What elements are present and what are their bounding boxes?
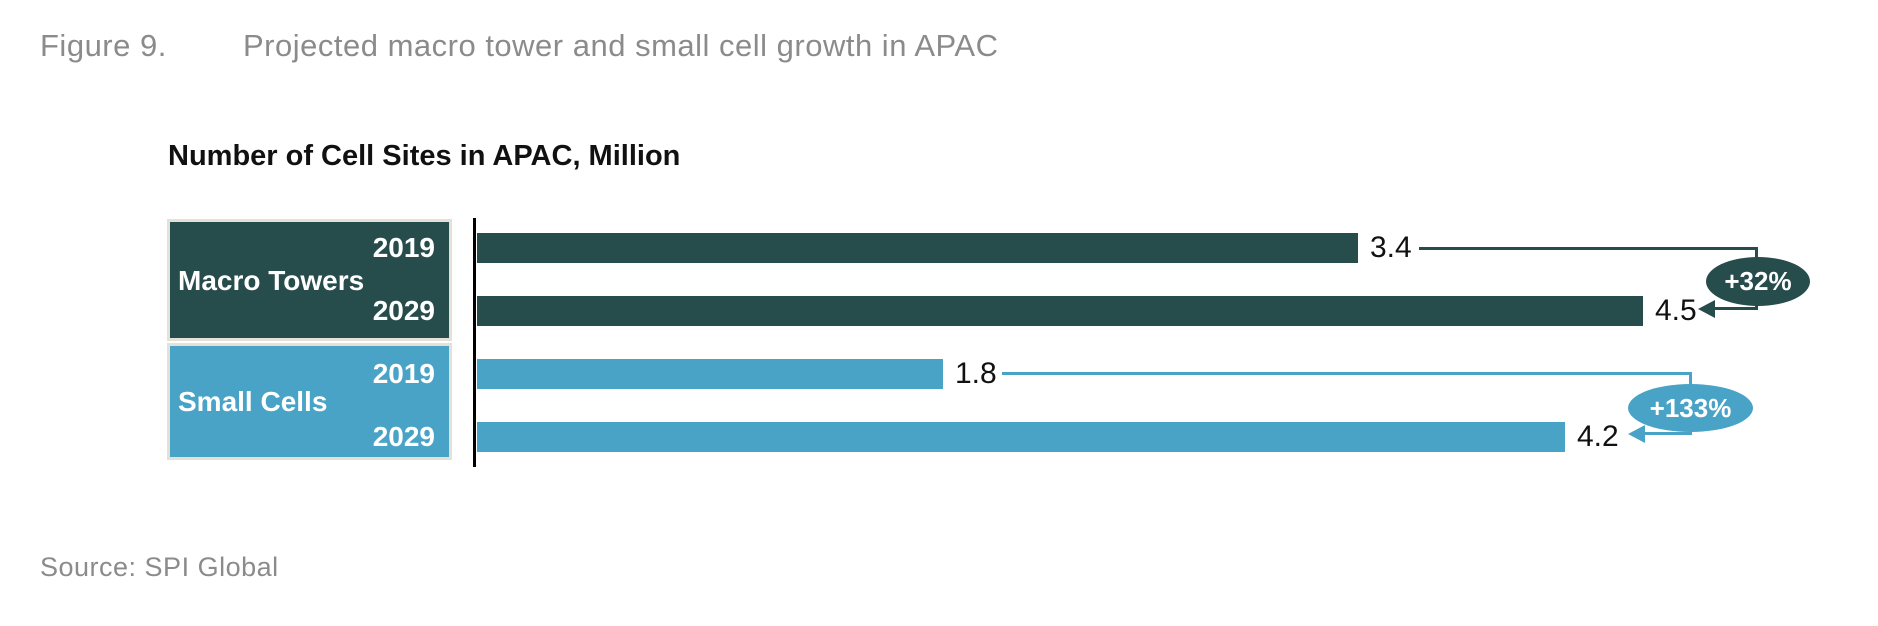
figure-number: Figure 9. — [40, 28, 167, 63]
year-label: 2019 — [372, 232, 435, 263]
category-box-small-cells: 2019 Small Cells 2029 — [167, 343, 452, 460]
source-citation: Source: SPI Global — [40, 552, 279, 582]
connector-line-small-top — [1002, 372, 1692, 375]
figure-title: Projected macro tower and small cell gro… — [243, 28, 999, 63]
bar-row-small-2019: 1.8 — [477, 357, 997, 390]
arrowhead-small-icon — [1628, 425, 1645, 443]
bar-value-label: 4.2 — [1577, 420, 1619, 453]
growth-badge-small: +133% — [1628, 384, 1753, 432]
arrowhead-macro-icon — [1698, 300, 1715, 318]
bar-small-2029 — [477, 422, 1565, 452]
category-box-macro-towers: 2019 Macro Towers 2029 — [167, 219, 452, 341]
bar-row-macro-2029: 4.5 — [477, 294, 1697, 327]
bar-value-label: 1.8 — [955, 357, 997, 390]
bar-row-macro-2019: 3.4 — [477, 231, 1412, 264]
y-axis-line — [473, 218, 476, 467]
bar-value-label: 4.5 — [1655, 294, 1697, 327]
group-label-small-cells: Small Cells — [178, 386, 328, 417]
group-label-macro-towers: Macro Towers — [178, 265, 365, 296]
growth-badge-macro: +32% — [1706, 257, 1810, 306]
year-label: 2029 — [372, 295, 435, 326]
bar-value-label: 3.4 — [1370, 231, 1412, 264]
bar-row-small-2029: 4.2 — [477, 420, 1619, 453]
chart-title: Number of Cell Sites in APAC, Million — [168, 140, 681, 172]
connector-line-macro-top — [1419, 247, 1758, 250]
bar-macro-2029 — [477, 296, 1643, 326]
year-label: 2019 — [372, 358, 435, 389]
bar-macro-2019 — [477, 233, 1358, 263]
connector-line-small-bottom — [1643, 432, 1689, 435]
year-label: 2029 — [372, 421, 435, 452]
connector-line-macro-bottom — [1712, 307, 1758, 310]
bar-small-2019 — [477, 359, 943, 389]
